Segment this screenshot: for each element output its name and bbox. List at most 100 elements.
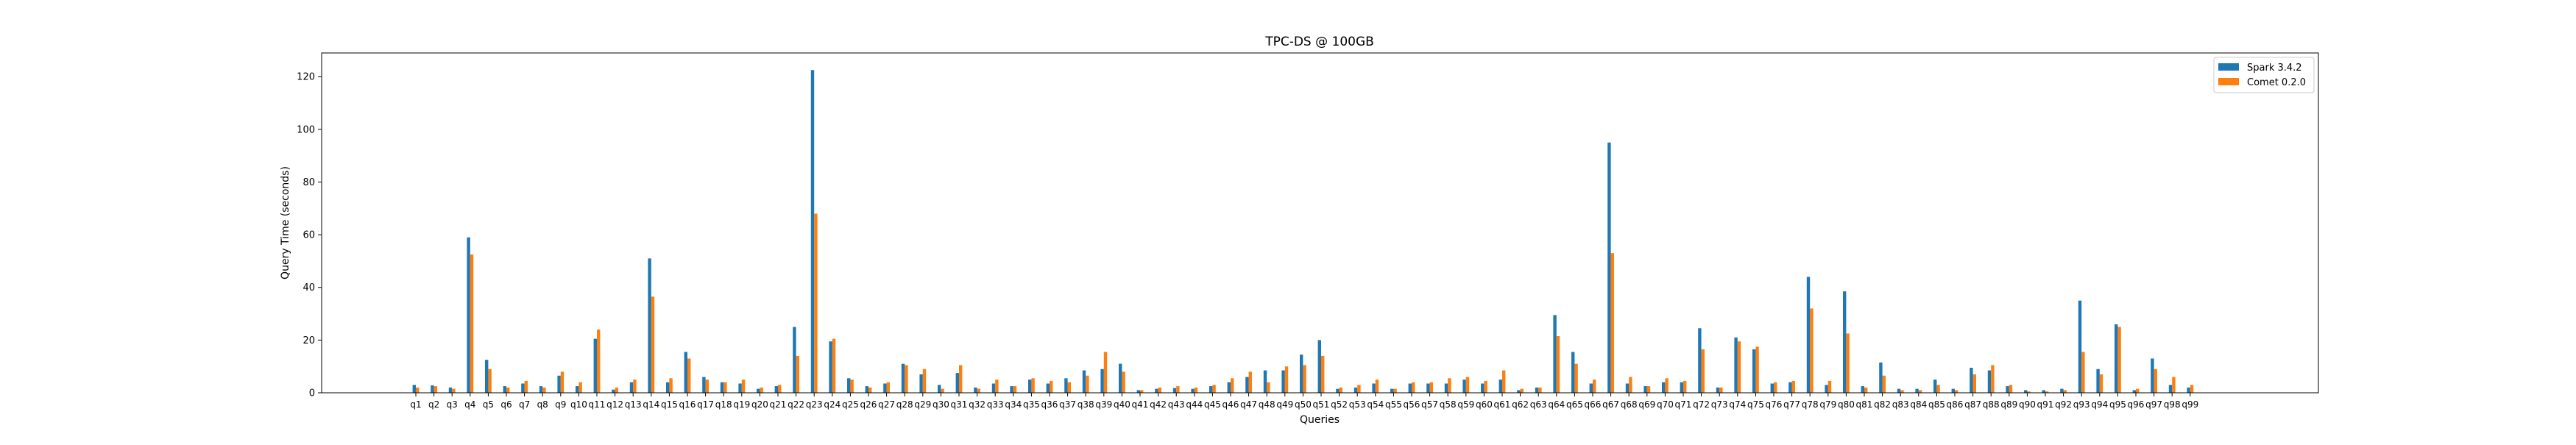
bar-spark-q17 xyxy=(702,377,706,393)
bar-spark-q12 xyxy=(612,389,615,393)
bar-comet-q82 xyxy=(1882,375,1886,393)
bar-comet-q96 xyxy=(2136,388,2140,393)
bar-spark-q92 xyxy=(2060,388,2064,393)
bar-spark-q87 xyxy=(1970,367,1973,393)
bar-comet-q39 xyxy=(1103,352,1108,393)
x-tick-label: q31 xyxy=(951,399,968,410)
x-tick-label: q79 xyxy=(1819,399,1836,410)
bar-spark-q91 xyxy=(2042,390,2045,393)
legend-label-spark: Spark 3.4.2 xyxy=(2247,63,2302,74)
x-tick-label: q22 xyxy=(788,399,804,410)
bar-comet-q92 xyxy=(2063,390,2067,393)
x-tick-label: q46 xyxy=(1222,399,1239,410)
x-tick-label: q7 xyxy=(519,399,530,410)
y-tick-label: 40 xyxy=(302,282,315,293)
bar-comet-q61 xyxy=(1502,370,1506,393)
x-tick-label: q49 xyxy=(1276,399,1293,410)
bar-spark-q77 xyxy=(1788,382,1792,393)
bar-comet-q42 xyxy=(1158,387,1161,393)
bar-spark-q8 xyxy=(539,386,543,393)
bar-spark-q64 xyxy=(1553,315,1557,393)
bar-spark-q76 xyxy=(1770,383,1774,393)
bar-spark-q56 xyxy=(1408,383,1412,393)
bar-comet-q32 xyxy=(977,388,980,393)
x-tick-label: q67 xyxy=(1602,399,1619,410)
bar-spark-q11 xyxy=(593,338,597,393)
bar-comet-q90 xyxy=(2027,391,2031,393)
bar-spark-q45 xyxy=(1209,386,1213,393)
x-tick-label: q93 xyxy=(2073,399,2090,410)
bar-spark-q84 xyxy=(1915,388,1919,393)
x-tick-label: q74 xyxy=(1729,399,1746,410)
bar-comet-q9 xyxy=(560,371,565,393)
bar-comet-q81 xyxy=(1864,387,1868,393)
bar-spark-q43 xyxy=(1172,388,1177,393)
bar-spark-q93 xyxy=(2078,300,2082,393)
bar-spark-q94 xyxy=(2096,369,2100,393)
x-tick-label: q39 xyxy=(1095,399,1112,410)
x-tick-label: q12 xyxy=(606,399,623,410)
x-tick-label: q72 xyxy=(1693,399,1710,410)
x-tick-label: q14 xyxy=(643,399,659,410)
y-tick-label: 20 xyxy=(302,335,315,346)
bar-comet-q74 xyxy=(1737,341,1741,393)
bar-spark-q47 xyxy=(1245,377,1249,393)
bar-comet-q45 xyxy=(1212,385,1216,393)
x-tick-label: q69 xyxy=(1638,399,1655,410)
x-tick-label: q8 xyxy=(537,399,548,410)
bar-comet-q27 xyxy=(886,382,890,393)
bars-layer xyxy=(412,70,2194,393)
bar-spark-q67 xyxy=(1607,142,1611,393)
bar-spark-q5 xyxy=(485,360,489,393)
bar-comet-q13 xyxy=(633,380,637,393)
bar-comet-q55 xyxy=(1393,388,1397,393)
bar-spark-q57 xyxy=(1426,383,1430,393)
bar-spark-q99 xyxy=(2187,387,2190,393)
bar-comet-q65 xyxy=(1574,363,1578,393)
x-tick-label: q66 xyxy=(1585,399,1602,410)
bar-comet-q6 xyxy=(506,387,510,393)
bar-comet-q20 xyxy=(760,387,763,393)
x-tick-label: q27 xyxy=(878,399,895,410)
bar-spark-q48 xyxy=(1263,370,1267,393)
x-tick-label: q11 xyxy=(589,399,606,410)
bar-spark-q60 xyxy=(1481,383,1485,393)
bar-spark-q85 xyxy=(1933,380,1937,393)
legend-label-comet: Comet 0.2.0 xyxy=(2247,77,2306,88)
x-tick-label: q78 xyxy=(1802,399,1819,410)
bar-comet-q79 xyxy=(1827,380,1832,393)
x-tick-label: q36 xyxy=(1041,399,1058,410)
bar-comet-q38 xyxy=(1086,375,1089,393)
x-tick-label: q85 xyxy=(1928,399,1945,410)
bar-comet-q7 xyxy=(524,380,528,393)
bar-spark-q73 xyxy=(1716,387,1720,393)
bar-comet-q93 xyxy=(2081,352,2085,393)
x-tick-label: q5 xyxy=(483,399,494,410)
x-tick-label: q88 xyxy=(1983,399,2000,410)
bar-comet-q58 xyxy=(1448,378,1451,393)
bar-spark-q38 xyxy=(1082,370,1086,393)
plot-frame xyxy=(321,52,2319,394)
x-tick-label: q38 xyxy=(1078,399,1094,410)
bar-comet-q44 xyxy=(1194,387,1198,393)
x-tick-label: q18 xyxy=(715,399,732,410)
bar-spark-q78 xyxy=(1806,277,1811,393)
bar-spark-q16 xyxy=(684,352,687,393)
x-tick-label: q57 xyxy=(1421,399,1438,410)
bar-comet-q60 xyxy=(1484,380,1487,393)
x-tick-label: q6 xyxy=(500,399,512,410)
x-tick-label: q64 xyxy=(1548,399,1565,410)
bar-spark-q23 xyxy=(810,70,815,393)
bar-spark-q9 xyxy=(557,375,561,393)
bar-comet-q3 xyxy=(452,388,456,393)
bar-comet-q47 xyxy=(1248,371,1252,393)
x-tick-label: q91 xyxy=(2037,399,2054,410)
x-tick-label: q43 xyxy=(1168,399,1185,410)
bar-comet-q87 xyxy=(1972,374,1976,393)
bar-spark-q66 xyxy=(1589,383,1593,393)
bar-spark-q31 xyxy=(955,373,959,393)
bar-spark-q69 xyxy=(1643,386,1647,393)
bar-comet-q26 xyxy=(868,387,872,393)
bar-spark-q72 xyxy=(1698,328,1702,393)
bar-spark-q90 xyxy=(2024,390,2028,393)
